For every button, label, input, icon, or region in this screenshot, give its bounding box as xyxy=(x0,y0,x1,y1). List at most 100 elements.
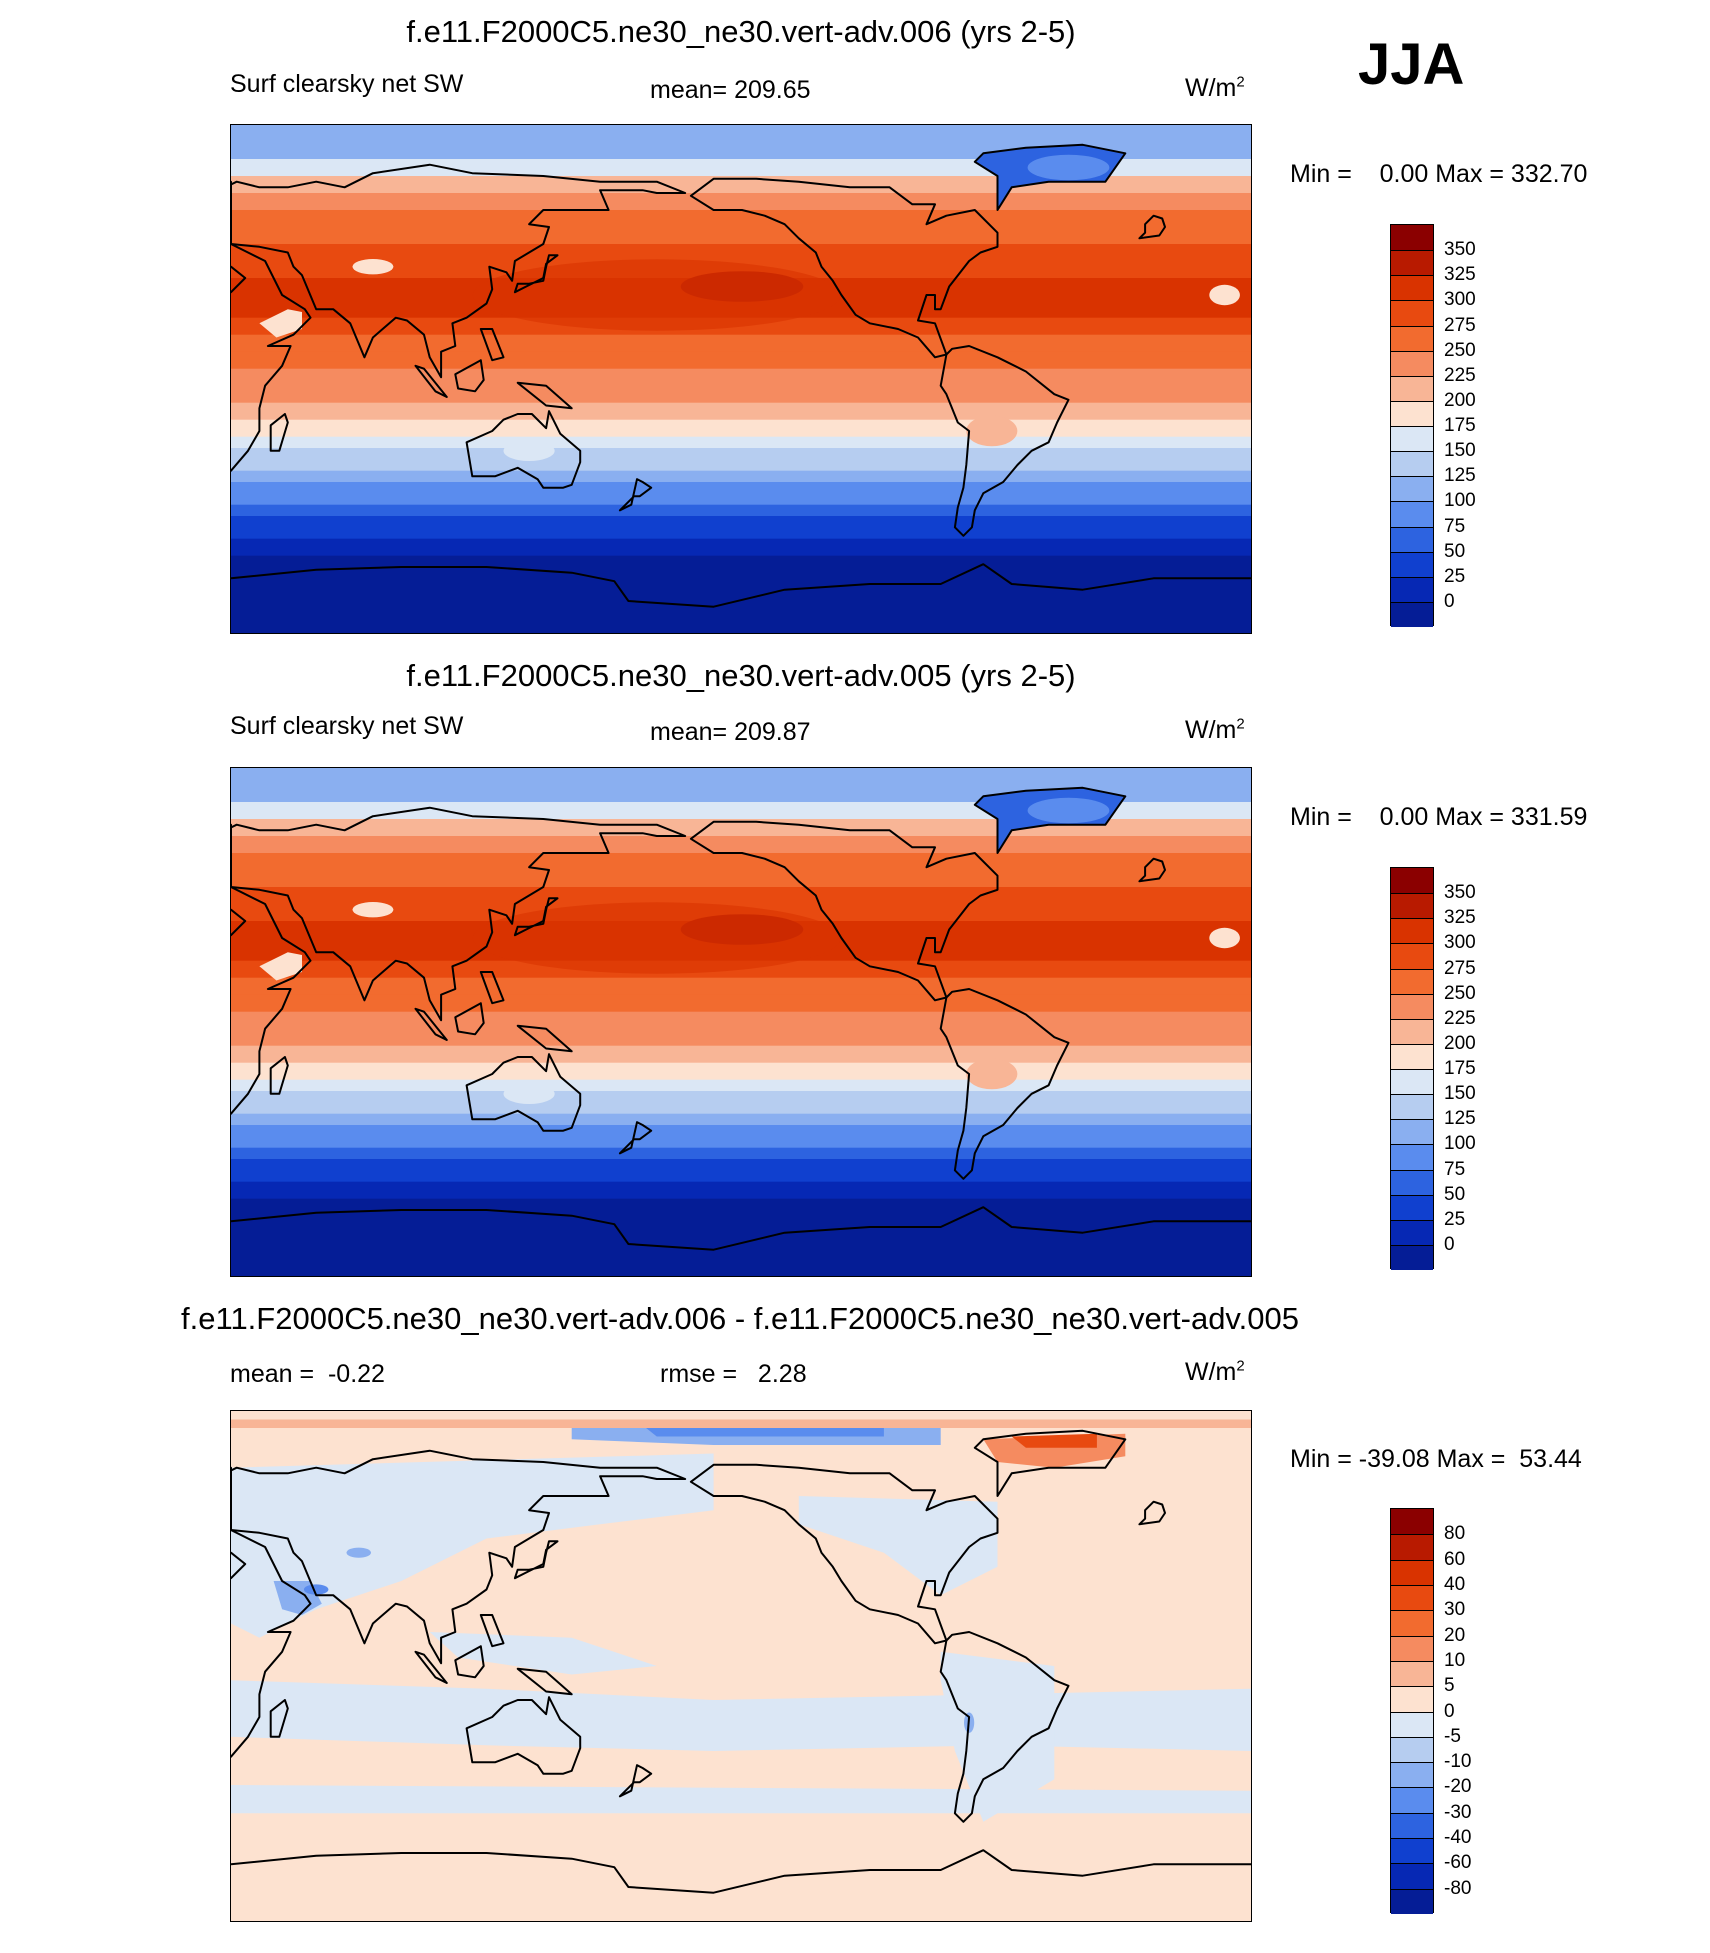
panel-3-mean-label: mean = -0.22 xyxy=(230,1360,385,1388)
colorbar-tick-label: 150 xyxy=(1444,1083,1476,1105)
panel-3-minmax-label: Min = -39.08 Max = 53.44 xyxy=(1290,1445,1582,1473)
map-contour-band xyxy=(231,853,1251,871)
colorbar-segment xyxy=(1391,1610,1433,1636)
map-contour-band xyxy=(231,493,1251,506)
coastline xyxy=(231,886,312,1115)
map-contour-band xyxy=(231,527,1251,540)
colorbar-segment xyxy=(1391,1509,1433,1535)
colorbar-tick-label: 0 xyxy=(1444,1700,1455,1722)
map-contour-band xyxy=(231,1102,1251,1115)
map-contour-band xyxy=(231,836,1251,854)
panel-1-minmax-label: Min = 0.00 Max = 332.70 xyxy=(1290,160,1588,188)
colorbar-segment xyxy=(1391,1686,1433,1712)
map-contour-band xyxy=(231,419,1251,438)
coastline xyxy=(939,1631,1070,1823)
map-contour-band xyxy=(642,1425,884,1437)
colorbar-tick-label: -10 xyxy=(1444,1751,1472,1773)
map-contour-band xyxy=(966,415,1018,447)
panel-3-title: f.e11.F2000C5.ne30_ne30.vert-adv.006 - f… xyxy=(181,1301,1299,1336)
map-contour-band xyxy=(259,309,302,338)
map-contour-band xyxy=(346,1547,372,1558)
map-contour-band xyxy=(1027,797,1110,824)
colorbar-segment xyxy=(1391,250,1433,276)
colorbar-segment xyxy=(1391,1584,1433,1611)
colorbar-segment xyxy=(1391,1043,1433,1069)
colorbar-segment xyxy=(1391,1534,1433,1560)
coastline xyxy=(1138,857,1166,883)
coastline xyxy=(231,1529,312,1758)
map-contour-band xyxy=(231,459,1251,472)
colorbar-segment xyxy=(1391,576,1433,602)
coastline xyxy=(231,1449,687,1665)
colorbar-tick-label: 175 xyxy=(1444,1058,1476,1079)
colorbar-segment xyxy=(1391,1169,1433,1195)
map-contour-band xyxy=(231,1170,1251,1183)
colorbar-tick-label: 325 xyxy=(1444,264,1476,286)
colorbar-tick-label: -30 xyxy=(1444,1801,1472,1823)
coastline xyxy=(465,1053,582,1132)
map-contour-band xyxy=(231,1785,1251,1814)
map-contour-band xyxy=(231,1045,1251,1064)
colorbar-tick-label: 175 xyxy=(1444,415,1476,436)
panel-2-title: f.e11.F2000C5.ne30_ne30.vert-adv.005 (yr… xyxy=(406,658,1076,693)
coastline xyxy=(1138,1500,1166,1526)
colorbar-tick-label: 100 xyxy=(1444,490,1476,512)
map-contour-band xyxy=(231,176,1251,194)
colorbar-segment xyxy=(1391,1660,1433,1687)
colorbar-segment xyxy=(1391,1018,1433,1044)
coastline xyxy=(269,1699,289,1738)
coastline xyxy=(231,1849,1251,1894)
map-contour-band xyxy=(1027,154,1110,181)
colorbar-tick-label: 0 xyxy=(1444,590,1455,612)
panel-2-unit-label: W/m2 xyxy=(1185,715,1245,744)
colorbar-segment xyxy=(1391,943,1433,969)
colorbar-segment xyxy=(1391,275,1433,301)
colorbar-tick-label: 100 xyxy=(1444,1133,1476,1155)
colorbar-segment xyxy=(1391,225,1433,251)
coastline xyxy=(513,1540,559,1580)
colorbar-tick-label: 75 xyxy=(1444,515,1466,537)
colorbar-segment xyxy=(1391,350,1433,376)
coastline xyxy=(973,786,1127,854)
map-contour-band xyxy=(231,994,1251,1013)
panel-1-title: f.e11.F2000C5.ne30_ne30.vert-adv.006 (yr… xyxy=(406,14,1076,49)
map-contour-band xyxy=(231,504,1251,517)
colorbar-tick-label: 80 xyxy=(1444,1523,1466,1545)
coastline xyxy=(465,410,582,489)
colorbar-tick-label: -80 xyxy=(1444,1877,1472,1899)
map-contour-band xyxy=(231,210,1251,228)
colorbar-segment xyxy=(1391,1888,1433,1914)
colorbar-tick-label: 60 xyxy=(1444,1548,1466,1570)
coastline xyxy=(689,820,999,1002)
colorbar-tick-label: 275 xyxy=(1444,957,1476,979)
colorbar-segment xyxy=(1391,476,1433,502)
map-contour-band xyxy=(231,1147,1251,1160)
colorbar-segment xyxy=(1391,1244,1433,1270)
panel-3-colorbar xyxy=(1390,1508,1434,1914)
map-contour-band xyxy=(303,1584,329,1595)
colorbar-segment xyxy=(1391,993,1433,1019)
panel-1-unit-label: W/m2 xyxy=(1185,73,1245,102)
map-contour-band xyxy=(231,1062,1251,1081)
colorbar-tick-label: 150 xyxy=(1444,440,1476,462)
coastline xyxy=(414,364,448,398)
coastline xyxy=(689,1463,999,1645)
colorbar-segment xyxy=(1391,1219,1433,1245)
coastline xyxy=(513,897,559,937)
panel-2-variable-label: Surf clearsky net SW xyxy=(230,712,464,740)
map-contour-band xyxy=(231,1028,1251,1047)
map-contour-band xyxy=(503,1083,555,1105)
coastline xyxy=(231,563,1251,608)
colorbar-segment xyxy=(1391,1863,1433,1889)
colorbar-tick-label: 300 xyxy=(1444,289,1476,311)
colorbar-tick-label: 225 xyxy=(1444,364,1476,386)
colorbar-segment xyxy=(1391,1094,1433,1120)
colorbar-tick-label: 125 xyxy=(1444,465,1476,487)
colorbar-tick-label: 200 xyxy=(1444,389,1476,411)
colorbar-tick-label: 125 xyxy=(1444,1108,1476,1130)
coastline xyxy=(973,1429,1127,1497)
season-label: JJA xyxy=(1358,32,1465,97)
coastline xyxy=(479,328,505,362)
panel-3-rmse-label: rmse = 2.28 xyxy=(660,1360,807,1388)
panel-2-minmax-label: Min = 0.00 Max = 331.59 xyxy=(1290,803,1588,831)
